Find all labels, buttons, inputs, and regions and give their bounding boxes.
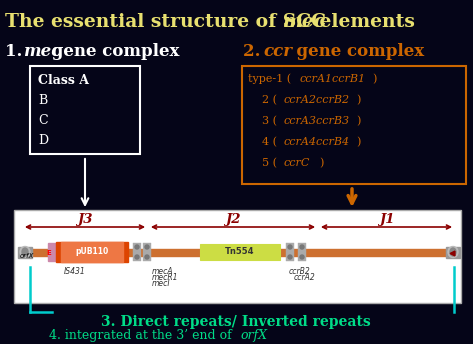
Ellipse shape [22, 248, 28, 256]
Text: mecA: mecA [152, 267, 174, 276]
Text: gene complex: gene complex [285, 43, 424, 61]
Text: Class A: Class A [38, 74, 89, 86]
Text: type-1 (: type-1 ( [248, 74, 291, 84]
Text: mec: mec [23, 43, 61, 61]
Text: D: D [38, 133, 48, 147]
Text: 2.: 2. [243, 43, 266, 61]
Ellipse shape [450, 248, 456, 256]
Ellipse shape [288, 245, 292, 249]
Bar [133, 243, 141, 261]
Text: mec: mec [283, 13, 326, 31]
Text: C: C [38, 114, 48, 127]
Text: ): ) [319, 158, 324, 168]
Ellipse shape [135, 245, 139, 249]
Text: ccrB2: ccrB2 [289, 267, 311, 276]
Text: 3. Direct repeats/ Inverted repeats: 3. Direct repeats/ Inverted repeats [101, 315, 371, 329]
Text: ccrA1ccrB1: ccrA1ccrB1 [300, 74, 366, 84]
Bar [200, 244, 280, 260]
Text: ccrA2: ccrA2 [294, 273, 316, 282]
Text: orfX: orfX [20, 253, 34, 259]
Text: ccrA4ccrB4: ccrA4ccrB4 [284, 137, 350, 147]
Text: J3: J3 [77, 214, 93, 226]
Ellipse shape [300, 255, 304, 259]
Text: ccrA3ccrB3: ccrA3ccrB3 [284, 116, 350, 126]
Text: gene complex: gene complex [46, 43, 179, 61]
Bar [242, 66, 466, 184]
Text: Tn554: Tn554 [225, 247, 255, 257]
Text: mecR1: mecR1 [152, 273, 178, 282]
Text: pUB110: pUB110 [75, 247, 109, 257]
Ellipse shape [135, 255, 139, 259]
Bar [446, 247, 460, 258]
Text: E: E [47, 250, 52, 256]
Text: 4 (: 4 ( [248, 137, 277, 147]
Text: IS431: IS431 [64, 267, 86, 276]
Bar [286, 243, 294, 261]
Bar [61, 242, 123, 262]
Text: 3 (: 3 ( [248, 116, 277, 126]
Text: ccrC: ccrC [284, 158, 310, 168]
Text: J1: J1 [379, 214, 394, 226]
Text: J2: J2 [225, 214, 241, 226]
Text: 5 (: 5 ( [248, 158, 277, 168]
Bar [48, 243, 56, 261]
Text: B: B [38, 94, 47, 107]
Text: orfX: orfX [240, 330, 267, 343]
Ellipse shape [300, 245, 304, 249]
Ellipse shape [145, 245, 149, 249]
Ellipse shape [448, 247, 458, 258]
Text: 4. integrated at the 3’ end of: 4. integrated at the 3’ end of [49, 330, 236, 343]
Text: 1.: 1. [5, 43, 28, 61]
Bar [32, 248, 446, 256]
Text: ): ) [356, 137, 360, 147]
Text: ccr: ccr [263, 43, 292, 61]
Text: ccrA2ccrB2: ccrA2ccrB2 [284, 95, 350, 105]
Text: The essential structure of SCC: The essential structure of SCC [5, 13, 326, 31]
Text: 2 (: 2 ( [248, 95, 277, 105]
Ellipse shape [145, 255, 149, 259]
Bar [143, 243, 151, 261]
Bar [56, 242, 128, 262]
Text: ): ) [372, 74, 377, 84]
Ellipse shape [288, 255, 292, 259]
Bar [298, 243, 306, 261]
Text: ): ) [356, 95, 360, 105]
Text: elements: elements [313, 13, 415, 31]
Bar [14, 210, 461, 303]
Bar [30, 66, 140, 154]
Bar [18, 247, 32, 258]
Ellipse shape [20, 247, 30, 258]
Text: mecI: mecI [152, 279, 171, 288]
Text: ): ) [356, 116, 360, 126]
